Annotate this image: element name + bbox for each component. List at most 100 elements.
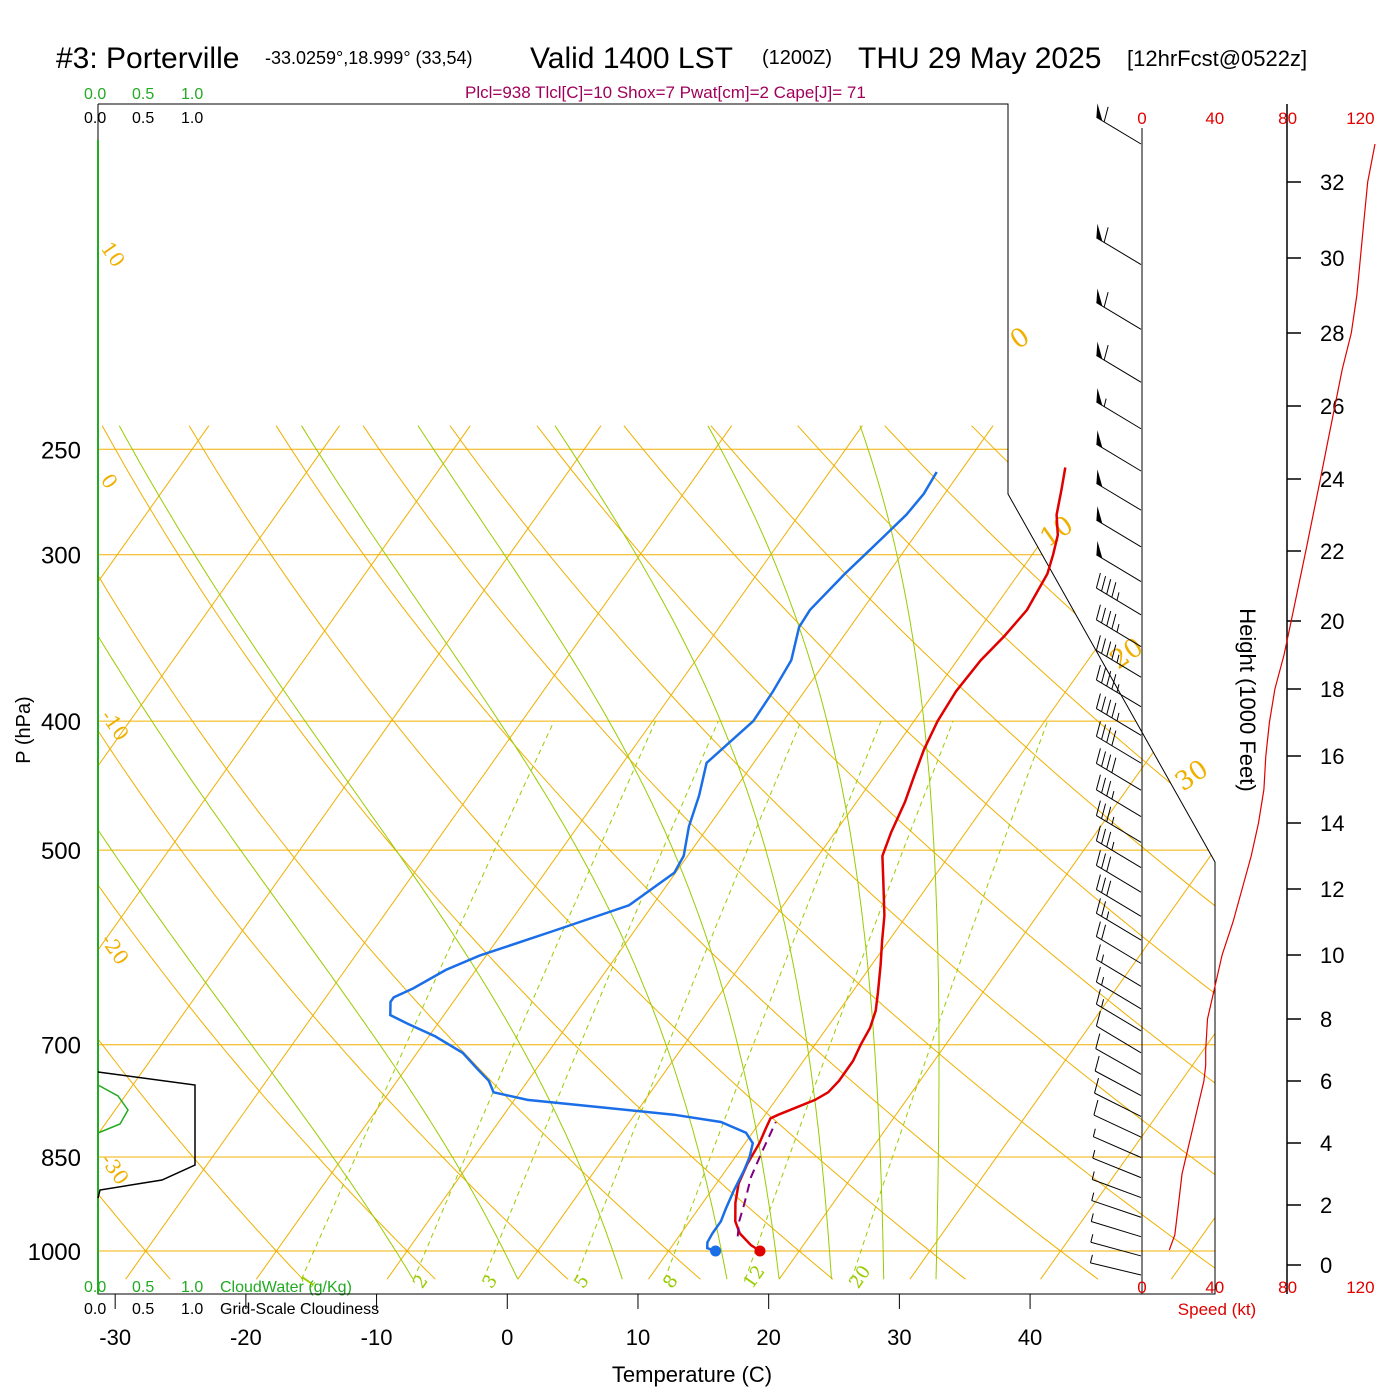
barb-full — [1106, 880, 1112, 896]
temp-tick-label: -30 — [99, 1325, 131, 1350]
cloudwater-top-scale: 0.0 0.5 1.0 0.0 0.5 1.0 — [84, 86, 203, 127]
pressure-tick-label: 1000 — [28, 1239, 81, 1266]
barb-flag — [1096, 103, 1103, 121]
mixing-ratio-line — [664, 720, 882, 1280]
barb-shaft — [1096, 735, 1142, 764]
mixing-ratio-line — [301, 720, 555, 1280]
cloud-top-label: 0.0 — [84, 110, 106, 127]
barb-half — [1111, 816, 1115, 825]
moist-adiabat-line — [417, 425, 780, 1280]
height-tick-label: 16 — [1320, 744, 1344, 769]
isotherm-label: 10 — [96, 237, 130, 272]
moist-adiabat-line — [301, 425, 728, 1280]
barb-flag — [1096, 430, 1103, 448]
barb-full — [1106, 831, 1112, 848]
wind-barb — [1089, 1254, 1142, 1276]
barb-half — [1116, 592, 1120, 601]
mixing-ratio-label: 20 — [845, 1262, 875, 1293]
background-lines — [98, 425, 1400, 1280]
wind-barb — [1095, 572, 1142, 616]
wind-speed-profile — [1168, 143, 1376, 1251]
barb-full — [1095, 966, 1101, 983]
barb-half — [1089, 1254, 1093, 1263]
barb-flag — [1096, 469, 1103, 487]
mixing-ratio-label: 5 — [570, 1271, 594, 1292]
dry-adiabat-line — [710, 425, 1215, 1280]
barb-full — [1111, 757, 1117, 773]
barb-half — [1091, 1192, 1095, 1201]
barb-full — [1101, 751, 1107, 767]
isotherm-line — [517, 425, 1125, 1280]
wind-barb — [1095, 850, 1142, 893]
barb-full — [1103, 292, 1109, 308]
dry-adiabat-line — [1232, 426, 1400, 1279]
barb-half — [1111, 841, 1115, 851]
wind-barb — [1090, 1234, 1142, 1257]
barb-full — [1103, 227, 1109, 243]
dry-adiabat-line — [449, 425, 1215, 1280]
barb-shaft — [1096, 619, 1142, 647]
height-tick-label: 18 — [1320, 677, 1344, 702]
barb-full — [1103, 344, 1109, 361]
cloud-bottom-label: 0.0 — [84, 1301, 106, 1318]
wind-barb — [1095, 989, 1142, 1032]
pressure-axis: 250 300 400 500 700 850 1000 — [28, 437, 81, 1266]
y-axis-title: P (hPa) — [13, 696, 35, 763]
cloud-bottom-label: 0.5 — [132, 1301, 154, 1318]
moist-adiabat-line — [554, 425, 832, 1280]
barb-shaft — [1096, 401, 1142, 430]
barb-half — [1111, 790, 1115, 800]
height-tick-label: 20 — [1320, 609, 1344, 634]
barb-full — [1101, 607, 1107, 624]
barb-shaft — [1096, 519, 1142, 548]
barb-shaft — [1096, 889, 1142, 917]
wind-barb — [1095, 874, 1142, 917]
barb-shaft — [1090, 1241, 1142, 1257]
barb-full — [1101, 924, 1107, 940]
isotherm-line — [648, 425, 1215, 1280]
temp-tick-label: 10 — [626, 1325, 650, 1350]
barb-shaft — [1096, 959, 1142, 987]
mixing-ratio-line — [744, 720, 954, 1280]
barb-flag — [1096, 540, 1103, 559]
barb-full — [1106, 641, 1112, 657]
barb-shaft — [1096, 1025, 1142, 1054]
isotherm-line — [1302, 426, 1400, 1280]
cloud-bottom-label: 0.0 — [84, 1279, 106, 1296]
barb-full — [1095, 1033, 1101, 1049]
barb-flag — [1096, 223, 1103, 242]
dry-adiabat-line — [188, 425, 966, 1280]
utc-time: (1200Z) — [762, 47, 832, 69]
parcel-profile — [736, 1121, 777, 1237]
wind-barb — [1095, 635, 1142, 678]
pressure-tick-label: 300 — [41, 543, 81, 570]
dry-adiabat-line — [101, 425, 834, 1280]
barb-full — [1095, 774, 1101, 790]
moist-adiabat-line — [98, 425, 414, 1280]
pressure-tick-label: 250 — [41, 437, 81, 464]
surface-temp-marker — [754, 1245, 766, 1257]
wind-barb — [1095, 721, 1142, 764]
wind-barb — [1096, 223, 1142, 265]
mixing-ratio-label: 3 — [478, 1271, 502, 1292]
cloudwater-profile — [97, 1084, 129, 1134]
dry-adiabat-line — [275, 425, 1099, 1280]
isotherm-label: 30 — [1170, 754, 1214, 798]
surface-dew-marker — [710, 1245, 722, 1257]
height-tick-label: 24 — [1320, 467, 1344, 492]
barb-shaft — [1093, 1136, 1142, 1158]
barb-full — [1095, 604, 1101, 620]
barb-full — [1111, 702, 1117, 718]
pressure-tick-label: 400 — [41, 709, 81, 736]
height-tick-label: 8 — [1320, 1007, 1332, 1032]
wind-barb — [1095, 1033, 1142, 1075]
isotherm-line — [778, 425, 1215, 1280]
wind-barb — [1096, 387, 1142, 430]
barb-full — [1095, 572, 1101, 589]
barb-half — [1101, 954, 1105, 963]
barb-shaft — [1096, 708, 1142, 736]
isotherm-line — [1170, 425, 1215, 1280]
height-axis-title: Height (1000 Feet) — [1235, 608, 1260, 791]
barb-full — [1106, 579, 1112, 595]
valid-time: Valid 1400 LST — [530, 42, 733, 75]
